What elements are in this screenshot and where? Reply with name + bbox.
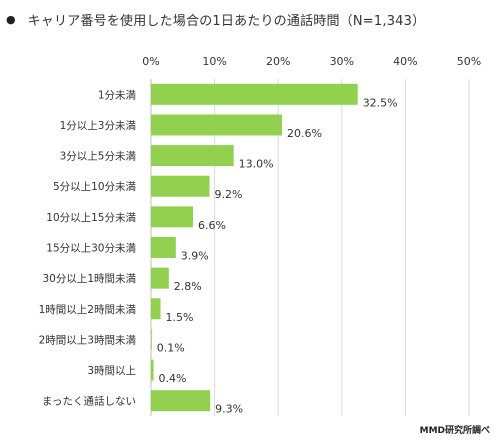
category-label: 2時間以上3時間未満 bbox=[39, 334, 137, 346]
value-label: 0.1% bbox=[157, 341, 185, 354]
bar bbox=[151, 114, 283, 136]
bar bbox=[151, 298, 161, 320]
value-label: 0.4% bbox=[159, 372, 187, 385]
source-credit: MMD研究所調べ bbox=[419, 426, 490, 436]
bar bbox=[151, 83, 358, 105]
bar bbox=[151, 145, 234, 167]
x-tick-label: 50% bbox=[457, 55, 481, 68]
x-tick-label: 10% bbox=[202, 55, 226, 68]
category-label: 5分以上10分未満 bbox=[53, 181, 137, 193]
x-tick-label: 20% bbox=[266, 55, 290, 68]
bar bbox=[151, 390, 211, 412]
chart-title: キャリア番号を使用した場合の1日あたりの通話時間（N=1,343） bbox=[27, 13, 426, 29]
category-label: 10分以上15分未満 bbox=[46, 212, 136, 224]
value-label: 2.8% bbox=[174, 280, 202, 293]
value-label: 9.3% bbox=[215, 403, 243, 416]
bullet-icon: ● bbox=[6, 12, 16, 26]
x-tick-label: 30% bbox=[330, 55, 354, 68]
category-label: 15分以上30分未満 bbox=[46, 243, 136, 255]
title-row: ● キャリア番号を使用した場合の1日あたりの通話時間（N=1,343） bbox=[6, 9, 425, 29]
x-tick-label: 0% bbox=[142, 55, 159, 68]
bar bbox=[151, 359, 154, 381]
value-label: 3.9% bbox=[181, 250, 209, 263]
value-label: 13.0% bbox=[239, 158, 274, 171]
bar bbox=[151, 267, 169, 289]
value-label: 9.2% bbox=[215, 188, 243, 201]
category-label: 1時間以上2時間未満 bbox=[39, 304, 137, 316]
category-label: 3時間以上 bbox=[87, 365, 136, 377]
value-label: 6.6% bbox=[198, 219, 226, 232]
bar bbox=[151, 328, 152, 350]
value-label: 32.5% bbox=[363, 96, 398, 109]
bar bbox=[151, 237, 176, 258]
x-tick-label: 40% bbox=[393, 55, 417, 68]
category-label: 1分以上3分未満 bbox=[60, 120, 137, 132]
category-label: 1分未満 bbox=[98, 89, 137, 101]
value-label: 1.5% bbox=[166, 311, 194, 324]
bar bbox=[151, 175, 210, 197]
category-label: 3分以上5分未満 bbox=[60, 151, 137, 163]
category-label: まったく通話しない bbox=[42, 395, 136, 408]
value-label: 20.6% bbox=[287, 127, 322, 140]
category-label: 30分以上1時間未満 bbox=[42, 273, 136, 285]
bar bbox=[151, 206, 193, 228]
